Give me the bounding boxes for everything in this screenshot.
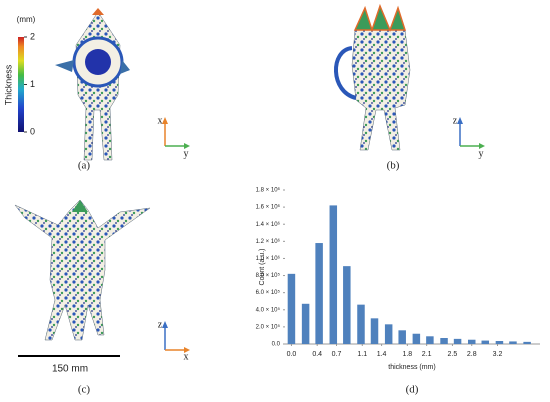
bar [287, 273, 296, 344]
bar [357, 304, 365, 344]
x-tick-label: 0.0 [287, 351, 297, 358]
axis-indicator-a: x y [158, 115, 190, 159]
histogram: Count (a.u.) thickness (mm) 0.0 2.0 × 10⁵… [256, 187, 540, 371]
panel-label: (b) [387, 160, 400, 172]
scale-bar-label: 150 mm [52, 364, 88, 375]
x-tick-label: 0.4 [312, 351, 322, 358]
y-tick-label: 1.2 × 10⁶ [256, 238, 281, 245]
y-tick-label: 2.0 × 10⁵ [256, 323, 281, 330]
bar [467, 339, 476, 344]
colorbar-tick-label: 0 [30, 126, 35, 136]
axis-letter: y [479, 148, 484, 159]
panel-label: (a) [78, 160, 91, 172]
bar [384, 324, 393, 344]
render-c [14, 199, 151, 341]
axis-indicator-b: z y [453, 115, 485, 159]
y-tick-label: 6.0 × 10⁵ [256, 289, 281, 296]
y-tick-label: 1.6 × 10⁶ [256, 204, 281, 211]
x-tick-label: 2.1 [422, 351, 432, 358]
x-tick-label: 1.1 [357, 351, 367, 358]
x-tick-label: 0.7 [332, 351, 342, 358]
bar [315, 243, 323, 344]
colorbar-unit: (mm) [17, 15, 36, 24]
bar [440, 338, 448, 344]
colorbar-axis: 0 1 2 [24, 31, 35, 136]
colorbar-tick-label: 2 [30, 31, 35, 41]
bar [329, 205, 338, 344]
x-tick-label: 2.8 [467, 351, 477, 358]
axis-letter: x [184, 351, 189, 362]
y-tick-label: 8.0 × 10⁵ [256, 272, 281, 279]
bar [343, 266, 351, 344]
y-tick-label: 4.0 × 10⁵ [256, 306, 281, 313]
x-tick-label: 3.2 [493, 351, 503, 358]
y-axis-label: Count (a.u.) [259, 249, 266, 286]
axis-indicator-c: z x [158, 319, 190, 362]
bar [523, 341, 531, 344]
axis-letter: y [184, 148, 189, 159]
bar [426, 336, 434, 344]
y-tick-label: 1.4 × 10⁶ [256, 221, 281, 228]
bar [453, 338, 462, 344]
colorbar-tick-label: 1 [30, 79, 35, 89]
bar [412, 333, 421, 344]
bar [481, 340, 490, 344]
y-tick-label: 0.0 [272, 342, 281, 348]
panel-label: (d) [406, 384, 419, 396]
bar [398, 330, 406, 344]
axis-letter: x [158, 115, 163, 126]
y-tick-label: 1.0 × 10⁶ [256, 255, 281, 262]
x-tick-label: 2.5 [448, 351, 458, 358]
panel-label: (c) [78, 384, 91, 396]
render-b [334, 3, 411, 151]
axis-letter: z [158, 319, 163, 330]
colorbar [18, 37, 24, 132]
colorbar-label: Thickness [3, 64, 13, 105]
x-axis-label: thickness (mm) [388, 364, 435, 371]
bar [509, 341, 517, 344]
x-tick-label: 1.8 [402, 351, 412, 358]
x-tick-label: 1.4 [377, 351, 387, 358]
axis-letter: z [453, 115, 458, 126]
y-tick-label: 1.8 × 10⁶ [256, 187, 281, 194]
bar [301, 303, 310, 344]
bar [495, 341, 504, 344]
bar [370, 318, 379, 344]
render-a [55, 8, 130, 161]
